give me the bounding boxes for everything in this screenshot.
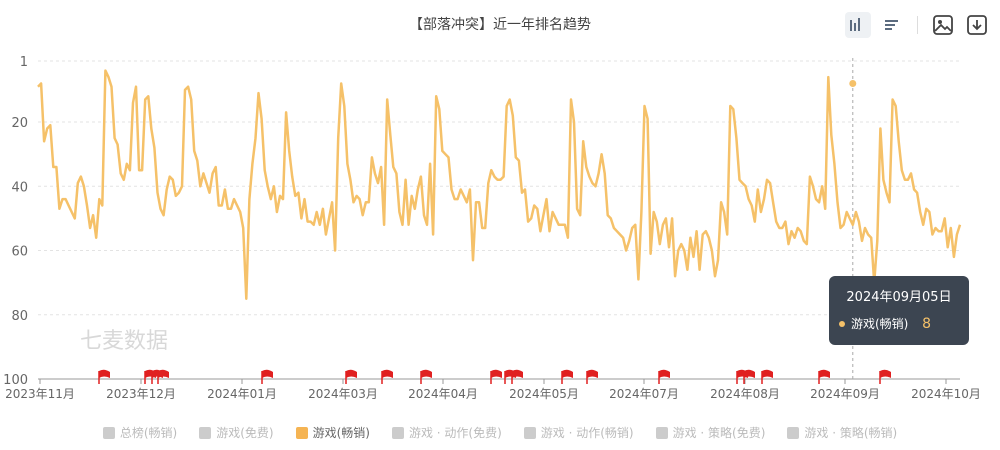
y-tick-label: 100 <box>3 373 28 388</box>
legend-item[interactable]: 游戏(畅销) <box>295 424 370 441</box>
event-flag-icon[interactable] <box>658 369 670 384</box>
tooltip-series-name: 游戏(畅销) <box>851 317 909 331</box>
tooltip: 2024年09月05日 游戏(畅销) 8 <box>829 276 969 345</box>
bar-chart-icon[interactable] <box>845 12 871 38</box>
series-line-youxi-changxiao <box>37 69 962 300</box>
event-flag-icon[interactable] <box>490 369 502 384</box>
toolbar-divider <box>917 16 918 34</box>
tooltip-date: 2024年09月05日 <box>846 290 952 305</box>
event-flag-icon[interactable] <box>879 369 891 384</box>
event-flag-icon[interactable] <box>511 369 523 384</box>
x-tick-label: 2024年10月 <box>911 387 981 401</box>
watermark: 七麦数据 <box>80 329 168 354</box>
legend-item[interactable]: 游戏 · 动作(畅销) <box>523 424 634 441</box>
event-flag-icon[interactable] <box>743 369 755 384</box>
event-flag-icon[interactable] <box>761 369 773 384</box>
legend-label: 游戏 · 动作(畅销) <box>540 426 634 440</box>
highlight-point[interactable] <box>849 79 857 87</box>
legend-swatch <box>523 426 536 439</box>
x-tick-label: 2024年09月 <box>810 387 880 401</box>
event-flag-icon[interactable] <box>420 369 432 384</box>
legend-label: 游戏(免费) <box>216 426 274 440</box>
legend-swatch <box>295 426 308 439</box>
y-tick-label: 20 <box>11 116 28 131</box>
legend-swatch <box>655 426 668 439</box>
event-flag-icon[interactable] <box>818 369 830 384</box>
chart-toolbar <box>845 12 990 38</box>
event-flag-icon[interactable] <box>157 369 169 384</box>
legend-item[interactable]: 游戏 · 策略(免费) <box>655 424 766 441</box>
event-flag-icon[interactable] <box>98 369 110 384</box>
legend-swatch <box>199 426 212 439</box>
x-tick-label: 2023年12月 <box>106 387 176 401</box>
x-tick-label: 2024年01月 <box>207 387 277 401</box>
list-icon[interactable] <box>879 12 905 38</box>
legend-item[interactable]: 总榜(畅销) <box>102 424 178 441</box>
x-tick-label: 2024年08月 <box>710 387 780 401</box>
tooltip-value: 8 <box>922 315 931 332</box>
legend-swatch <box>102 426 115 439</box>
legend-item[interactable]: 游戏(免费) <box>199 424 274 441</box>
y-tick-label: 60 <box>11 245 28 260</box>
y-tick-label: 80 <box>11 309 28 324</box>
rank-trend-chart: 1 20 40 60 80 100 2023年11月 2023年12月 2024年01月 202… <box>3 55 981 401</box>
event-flag-icon[interactable] <box>261 369 273 384</box>
legend-item[interactable]: 游戏 · 动作(免费) <box>391 424 502 441</box>
x-tick-label: 2024年03月 <box>308 387 378 401</box>
legend: 总榜(畅销) 游戏(免费) 游戏(畅销) 游戏 · 动作(免费) 游戏 · 动作(畅销)… <box>0 424 1000 441</box>
legend-label: 游戏(畅销) <box>312 426 370 440</box>
tooltip-series-dot <box>839 320 845 327</box>
x-tick-label: 2024年05月 <box>509 387 579 401</box>
save-image-icon[interactable] <box>930 12 956 38</box>
x-tick-label: 2023年11月 <box>5 387 75 401</box>
event-flag-icon[interactable] <box>561 369 573 384</box>
x-tick-label: 2024年04月 <box>408 387 478 401</box>
y-tick-label: 1 <box>20 55 28 70</box>
event-flag-icon[interactable] <box>586 369 598 384</box>
event-flag-icon[interactable] <box>381 369 393 384</box>
chart-title: 【部落冲突】近一年排名趋势 <box>409 17 591 33</box>
event-flag-icon[interactable] <box>345 369 357 384</box>
legend-label: 总榜(畅销) <box>119 426 178 440</box>
y-tick-label: 40 <box>11 180 28 195</box>
legend-label: 游戏 · 策略(畅销) <box>804 426 898 440</box>
legend-label: 游戏 · 策略(免费) <box>672 426 766 440</box>
download-icon[interactable] <box>964 12 990 38</box>
x-tick-label: 2024年07月 <box>609 387 679 401</box>
legend-label: 游戏 · 动作(免费) <box>408 426 502 440</box>
legend-swatch <box>391 426 404 439</box>
legend-item[interactable]: 游戏 · 策略(畅销) <box>787 424 897 441</box>
legend-swatch <box>787 426 800 439</box>
